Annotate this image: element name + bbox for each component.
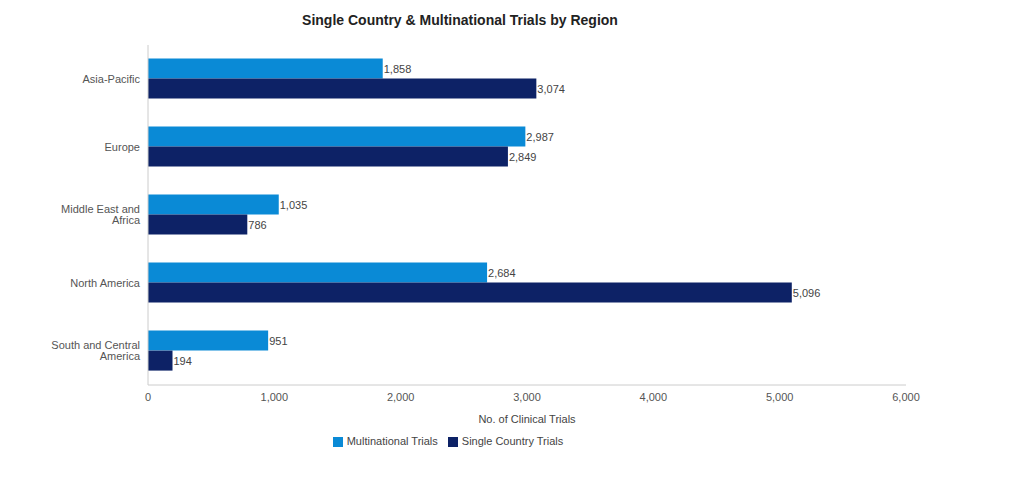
svg-text:6,000: 6,000 [892,391,920,403]
svg-text:1,035: 1,035 [280,199,308,211]
svg-text:194: 194 [174,355,192,367]
svg-text:5,000: 5,000 [766,391,794,403]
svg-text:5,096: 5,096 [793,287,821,299]
svg-text:4,000: 4,000 [640,391,668,403]
html-text:Multinational Trials: Multinational Trials [346,435,438,447]
html-text:Single Country Trials: Single Country Trials [461,435,564,447]
svg-text:South and CentralAmerica: South and CentralAmerica [51,339,141,362]
svg-text:Asia-Pacific: Asia-Pacific [83,73,141,85]
svg-text:2,987: 2,987 [526,131,554,143]
svg-text:0: 0 [145,391,151,403]
html-text:Single Country & Multinational: Single Country & Multinational Trials by… [302,12,618,28]
svg-text:Europe: Europe [105,141,140,153]
svg-text:North America: North America [70,277,141,289]
svg-text:Middle East andAfrica: Middle East andAfrica [61,203,141,226]
svg-text:786: 786 [248,219,266,231]
svg-text:No. of Clinical Trials: No. of Clinical Trials [478,413,576,425]
svg-text:3,074: 3,074 [537,83,565,95]
svg-text:951: 951 [269,335,287,347]
svg-text:2,684: 2,684 [488,267,516,279]
svg-text:1,858: 1,858 [384,63,412,75]
svg-text:1,000: 1,000 [261,391,289,403]
svg-text:2,849: 2,849 [509,151,537,163]
svg-text:3,000: 3,000 [513,391,541,403]
svg-text:2,000: 2,000 [387,391,415,403]
